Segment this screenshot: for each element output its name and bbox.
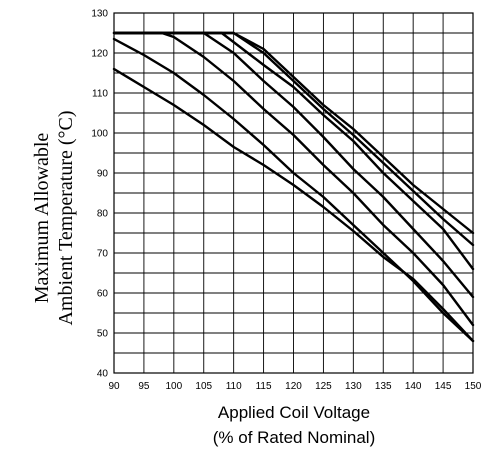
series-line-6 (112, 67, 475, 343)
series-curves (112, 31, 475, 343)
series-line-3 (112, 31, 475, 299)
x-tick-label: 140 (405, 381, 422, 392)
x-axis-label-line-2: (% of Rated Nominal) (213, 428, 376, 447)
x-tick-label: 95 (138, 381, 150, 392)
y-tick-label: 110 (92, 89, 108, 100)
y-tick-label: 40 (97, 369, 109, 380)
x-tick-label: 130 (345, 381, 362, 392)
plot-frame (113, 12, 474, 374)
x-tick-label: 120 (285, 381, 302, 392)
x-tick-label: 145 (435, 381, 452, 392)
grid (113, 12, 474, 374)
y-tick-label: 70 (97, 249, 109, 260)
x-tick-label: 90 (108, 381, 120, 392)
y-tick-label: 80 (97, 209, 109, 220)
tick-labels: 90 95 100 105 110 115 120 125 130 135 140 145 150 40 5… (91, 9, 481, 393)
y-tick-label: 120 (91, 49, 108, 60)
series-line-4 (112, 31, 475, 327)
x-axis-label-line-1: Applied Coil Voltage (218, 403, 370, 422)
x-tick-label: 135 (375, 381, 392, 392)
x-tick-label: 115 (256, 381, 272, 392)
y-axis-label-line-2: Ambient Temperature (°C) (55, 110, 77, 325)
y-tick-label: 130 (91, 9, 108, 20)
series-line-7 (112, 31, 475, 235)
x-tick-label: 100 (165, 381, 182, 392)
x-tick-label: 150 (465, 381, 482, 392)
x-tick-label: 125 (315, 381, 332, 392)
x-tick-label: 105 (195, 381, 212, 392)
y-axis-label-line-1: Maximum Allowable (31, 133, 53, 304)
y-tick-label: 50 (97, 329, 109, 340)
y-tick-label: 60 (97, 289, 109, 300)
series-line-1 (112, 31, 475, 247)
y-tick-label: 100 (91, 129, 108, 140)
series-line-5 (112, 37, 475, 343)
x-tick-label: 110 (226, 381, 242, 392)
y-tick-label: 90 (97, 169, 109, 180)
series-line-2 (112, 31, 475, 271)
